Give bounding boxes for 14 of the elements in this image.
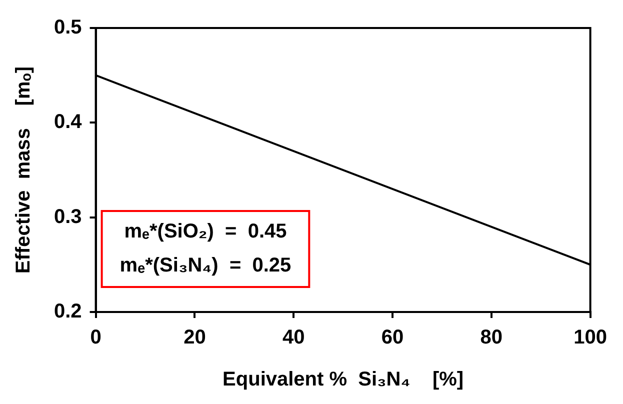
y-tick-label: 0.4 [54, 111, 83, 134]
x-tick-label: 0 [90, 326, 102, 349]
y-tick-label: 0.5 [54, 16, 82, 39]
x-tick-label: 60 [381, 326, 404, 349]
y-axis-title: Effective mass [mₒ] [12, 66, 35, 274]
x-tick-label: 100 [574, 326, 608, 349]
x-axis-title: Equivalent % Si₃N₄ [%] [222, 368, 464, 391]
y-tick-label: 0.2 [54, 300, 82, 323]
x-tick-label: 80 [480, 326, 503, 349]
y-tick-label: 0.3 [54, 206, 82, 228]
x-tick-label: 40 [282, 326, 305, 349]
x-tick-label: 20 [184, 326, 206, 349]
annotation: mₑ*(SiO₂) = 0.45 [124, 220, 287, 243]
annotation: mₑ*(Si₃N₄) = 0.25 [120, 254, 292, 277]
